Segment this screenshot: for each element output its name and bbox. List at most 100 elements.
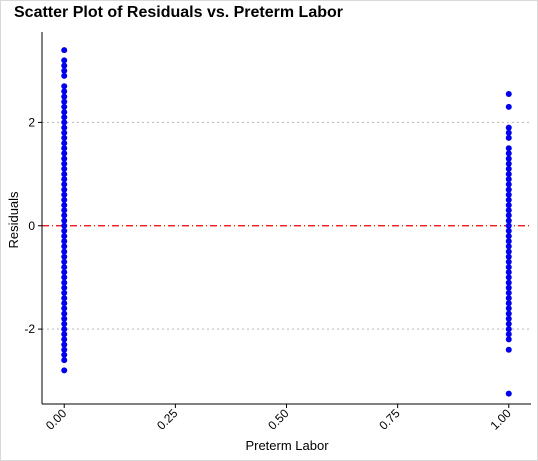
- data-point: [505, 222, 512, 229]
- data-point: [505, 227, 512, 234]
- data-point: [61, 217, 68, 224]
- x-tick-label: 0.00: [43, 406, 70, 433]
- data-point: [505, 269, 512, 276]
- data-point: [505, 145, 512, 152]
- data-point: [61, 326, 68, 333]
- data-point: [61, 336, 68, 343]
- data-point: [505, 160, 512, 167]
- data-point: [505, 238, 512, 245]
- data-point: [505, 258, 512, 265]
- data-point: [61, 212, 68, 219]
- data-point: [505, 264, 512, 271]
- data-point: [61, 181, 68, 188]
- data-point: [61, 191, 68, 198]
- data-point: [505, 212, 512, 219]
- data-point: [505, 331, 512, 338]
- data-point: [505, 196, 512, 203]
- data-point: [505, 186, 512, 193]
- data-point: [61, 62, 68, 69]
- x-tick-label: 0.50: [265, 406, 292, 433]
- data-point: [61, 129, 68, 136]
- data-point: [61, 103, 68, 110]
- y-ticks: -2 0 2: [24, 115, 42, 336]
- data-point: [61, 47, 68, 54]
- data-point: [505, 155, 512, 162]
- data-point: [61, 165, 68, 172]
- axes: [41, 32, 531, 405]
- data-point: [505, 279, 512, 286]
- data-point: [61, 88, 68, 95]
- data-point: [505, 129, 512, 136]
- data-point: [61, 72, 68, 79]
- data-point: [61, 186, 68, 193]
- data-point: [61, 346, 68, 353]
- data-point: [61, 269, 68, 276]
- data-point: [61, 300, 68, 307]
- data-point: [61, 315, 68, 322]
- reference-lines: [42, 121, 531, 330]
- data-point: [505, 300, 512, 307]
- data-point: [505, 305, 512, 312]
- chart-title: Scatter Plot of Residuals vs. Preterm La…: [14, 4, 343, 21]
- data-point: [505, 315, 512, 322]
- data-point: [505, 124, 512, 131]
- data-point: [61, 233, 68, 240]
- y-tick-label: -2: [24, 322, 35, 336]
- data-point: [61, 295, 68, 302]
- data-point: [61, 134, 68, 141]
- x-ticks: 0.00 0.25 0.50 0.75 1.00: [43, 404, 514, 433]
- data-point: [61, 222, 68, 229]
- data-point: [505, 284, 512, 291]
- data-points: [61, 47, 512, 397]
- x-tick-label: 0.75: [376, 406, 403, 433]
- data-point: [61, 367, 68, 374]
- data-point: [505, 217, 512, 224]
- data-point: [61, 305, 68, 312]
- data-point: [61, 83, 68, 90]
- data-point: [61, 124, 68, 131]
- data-point: [61, 357, 68, 364]
- data-point: [505, 202, 512, 209]
- data-point: [505, 171, 512, 178]
- data-point: [61, 284, 68, 291]
- data-point: [61, 279, 68, 286]
- data-point: [61, 289, 68, 296]
- data-point: [61, 98, 68, 105]
- data-point: [61, 171, 68, 178]
- data-point: [505, 176, 512, 183]
- data-point: [505, 233, 512, 240]
- data-point: [505, 253, 512, 260]
- data-point: [61, 341, 68, 348]
- data-point: [61, 253, 68, 260]
- data-point: [61, 238, 68, 245]
- y-axis-title: Residuals: [6, 191, 21, 249]
- data-point: [61, 114, 68, 121]
- data-point: [61, 331, 68, 338]
- data-point: [505, 289, 512, 296]
- data-point: [505, 346, 512, 353]
- data-point: [61, 150, 68, 157]
- data-point: [61, 57, 68, 64]
- data-point: [505, 390, 512, 397]
- data-point: [505, 207, 512, 214]
- data-point: [505, 191, 512, 198]
- data-point: [61, 160, 68, 167]
- data-point: [61, 274, 68, 281]
- data-point: [61, 196, 68, 203]
- data-point: [505, 295, 512, 302]
- data-point: [61, 67, 68, 74]
- data-point: [61, 176, 68, 183]
- data-point: [61, 243, 68, 250]
- data-point: [61, 155, 68, 162]
- data-point: [61, 310, 68, 317]
- data-point: [61, 264, 68, 271]
- data-point: [505, 248, 512, 255]
- data-point: [505, 134, 512, 141]
- data-point: [61, 258, 68, 265]
- data-point: [505, 150, 512, 157]
- data-point: [505, 274, 512, 281]
- x-tick-label: 0.25: [154, 406, 181, 433]
- data-point: [61, 248, 68, 255]
- x-axis-title: Preterm Labor: [245, 438, 329, 453]
